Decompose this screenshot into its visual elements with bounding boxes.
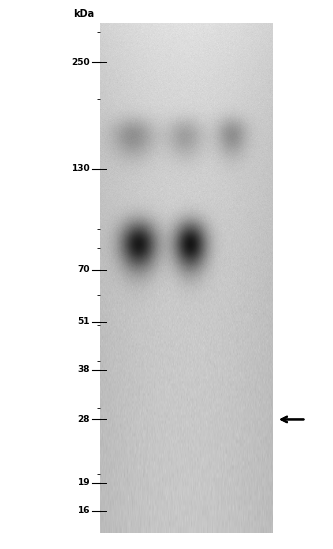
Text: 130: 130 bbox=[71, 165, 90, 173]
Text: 250: 250 bbox=[71, 58, 90, 67]
Text: 16: 16 bbox=[77, 506, 90, 516]
Text: 19: 19 bbox=[77, 478, 90, 487]
Text: 38: 38 bbox=[77, 365, 90, 374]
Text: 28: 28 bbox=[77, 415, 90, 424]
Text: kDa: kDa bbox=[73, 9, 94, 19]
Text: 51: 51 bbox=[77, 317, 90, 326]
Text: 70: 70 bbox=[77, 265, 90, 274]
